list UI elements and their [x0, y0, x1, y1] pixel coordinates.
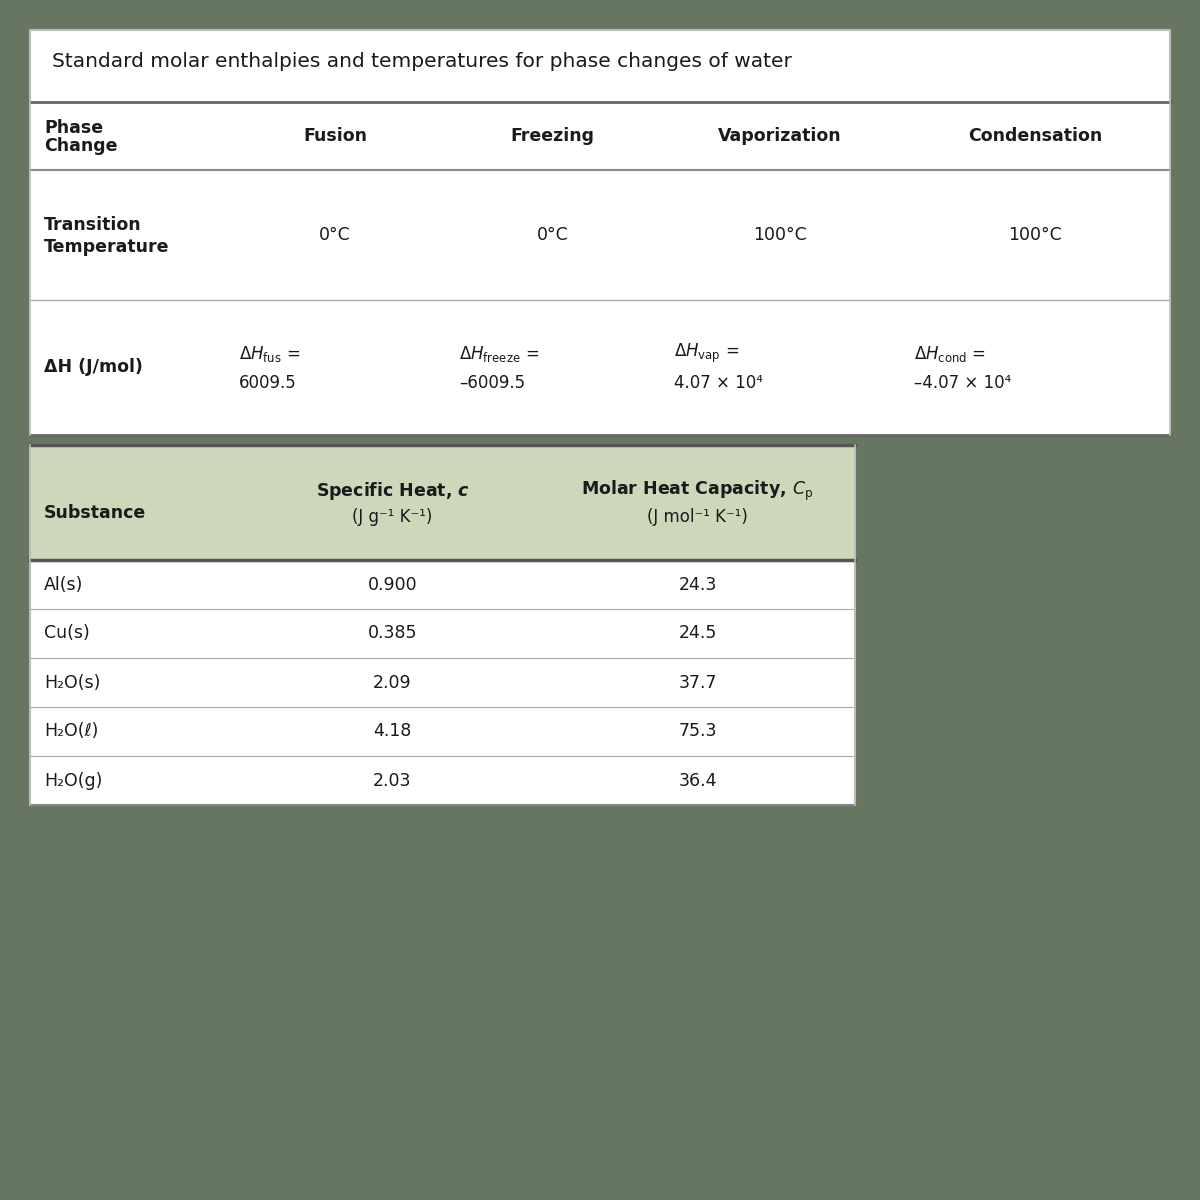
Text: 6009.5: 6009.5 — [239, 374, 296, 392]
Text: 2.09: 2.09 — [373, 673, 412, 691]
Text: 2.03: 2.03 — [373, 772, 412, 790]
Text: 100°C: 100°C — [1008, 226, 1062, 244]
Text: 36.4: 36.4 — [678, 772, 716, 790]
Text: Temperature: Temperature — [44, 238, 169, 256]
Text: 100°C: 100°C — [754, 226, 806, 244]
Text: –4.07 × 10⁴: –4.07 × 10⁴ — [914, 374, 1012, 392]
Text: 4.07 × 10⁴: 4.07 × 10⁴ — [674, 374, 763, 392]
Text: Fusion: Fusion — [302, 127, 367, 145]
Text: 24.5: 24.5 — [678, 624, 716, 642]
Text: 0°C: 0°C — [536, 226, 569, 244]
Text: ΔH (J/mol): ΔH (J/mol) — [44, 359, 143, 377]
Text: $\Delta H_{\rm vap}$ =: $\Delta H_{\rm vap}$ = — [674, 342, 739, 365]
Text: $\Delta H_{\rm freeze}$ =: $\Delta H_{\rm freeze}$ = — [458, 343, 539, 364]
Text: 37.7: 37.7 — [678, 673, 716, 691]
Text: Cu(s): Cu(s) — [44, 624, 90, 642]
Text: Standard molar enthalpies and temperatures for phase changes of water: Standard molar enthalpies and temperatur… — [52, 52, 792, 71]
Text: Al(s): Al(s) — [44, 576, 83, 594]
Text: Substance: Substance — [44, 504, 146, 522]
Bar — [30, 445, 854, 805]
Text: 75.3: 75.3 — [678, 722, 716, 740]
Text: Freezing: Freezing — [510, 127, 594, 145]
Bar — [30, 300, 1170, 434]
Text: 0.385: 0.385 — [367, 624, 418, 642]
Text: (J mol⁻¹ K⁻¹): (J mol⁻¹ K⁻¹) — [647, 508, 748, 526]
Text: Change: Change — [44, 137, 118, 155]
Text: 4.18: 4.18 — [373, 722, 412, 740]
Text: 0.900: 0.900 — [367, 576, 418, 594]
Text: Condensation: Condensation — [968, 127, 1102, 145]
Text: Specific Heat, $\bfit{c}$: Specific Heat, $\bfit{c}$ — [316, 480, 469, 502]
Text: Phase: Phase — [44, 119, 103, 137]
Text: $\Delta H_{\rm fus}$ =: $\Delta H_{\rm fus}$ = — [239, 343, 300, 364]
Text: Transition: Transition — [44, 216, 142, 234]
Bar — [30, 445, 854, 560]
Text: H₂O(g): H₂O(g) — [44, 772, 102, 790]
Text: $\Delta H_{\rm cond}$ =: $\Delta H_{\rm cond}$ = — [914, 343, 986, 364]
Bar — [30, 102, 1170, 170]
Text: Molar Heat Capacity, $C_{\rm p}$: Molar Heat Capacity, $C_{\rm p}$ — [581, 479, 814, 503]
Text: 0°C: 0°C — [319, 226, 350, 244]
Text: 24.3: 24.3 — [678, 576, 716, 594]
Text: Vaporization: Vaporization — [718, 127, 842, 145]
Text: H₂O(s): H₂O(s) — [44, 673, 101, 691]
Bar — [30, 30, 1170, 434]
Text: –6009.5: –6009.5 — [458, 374, 526, 392]
Text: H₂O(ℓ): H₂O(ℓ) — [44, 722, 98, 740]
Text: (J g⁻¹ K⁻¹): (J g⁻¹ K⁻¹) — [353, 508, 433, 526]
Bar — [30, 102, 1170, 300]
